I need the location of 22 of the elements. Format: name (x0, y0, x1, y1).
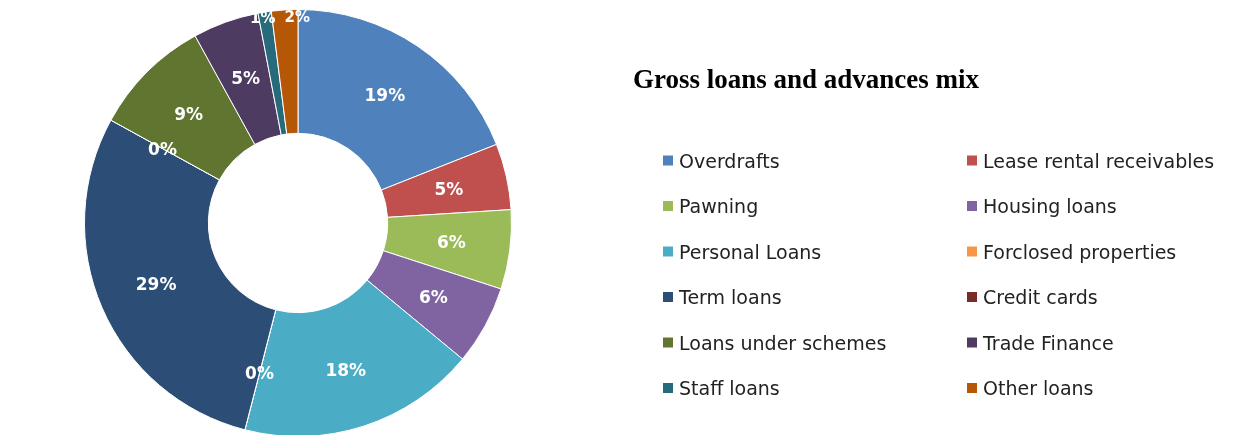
data-label: 29% (135, 274, 177, 295)
text: Gross loans and advances mix (633, 63, 980, 94)
data-label: 6% (419, 287, 448, 308)
data-label: 18% (325, 360, 367, 381)
data-label: 5% (434, 179, 464, 200)
legend-label: Trade Finance (982, 331, 1114, 354)
legend-label: Overdrafts (679, 149, 780, 172)
legend-label: Loans under schemes (679, 331, 887, 354)
legend-label: Lease rental receivables (983, 149, 1215, 172)
legend-label: Other loans (983, 377, 1094, 399)
legend-label: Pawning (679, 195, 759, 217)
legend-label: Term loans (678, 286, 782, 308)
legend-label: Housing loans (983, 195, 1117, 217)
data-label: 19% (364, 85, 406, 106)
legend-label: Forclosed properties (983, 240, 1177, 263)
data-label: 6% (436, 232, 466, 253)
data-label: 9% (174, 103, 204, 124)
legend-label: Credit cards (983, 286, 1098, 308)
data-label: 2% (284, 7, 311, 26)
data-label: 5% (231, 67, 261, 88)
legend-label: Personal Loans (679, 240, 822, 263)
legend-label: Staff loans (679, 377, 780, 399)
